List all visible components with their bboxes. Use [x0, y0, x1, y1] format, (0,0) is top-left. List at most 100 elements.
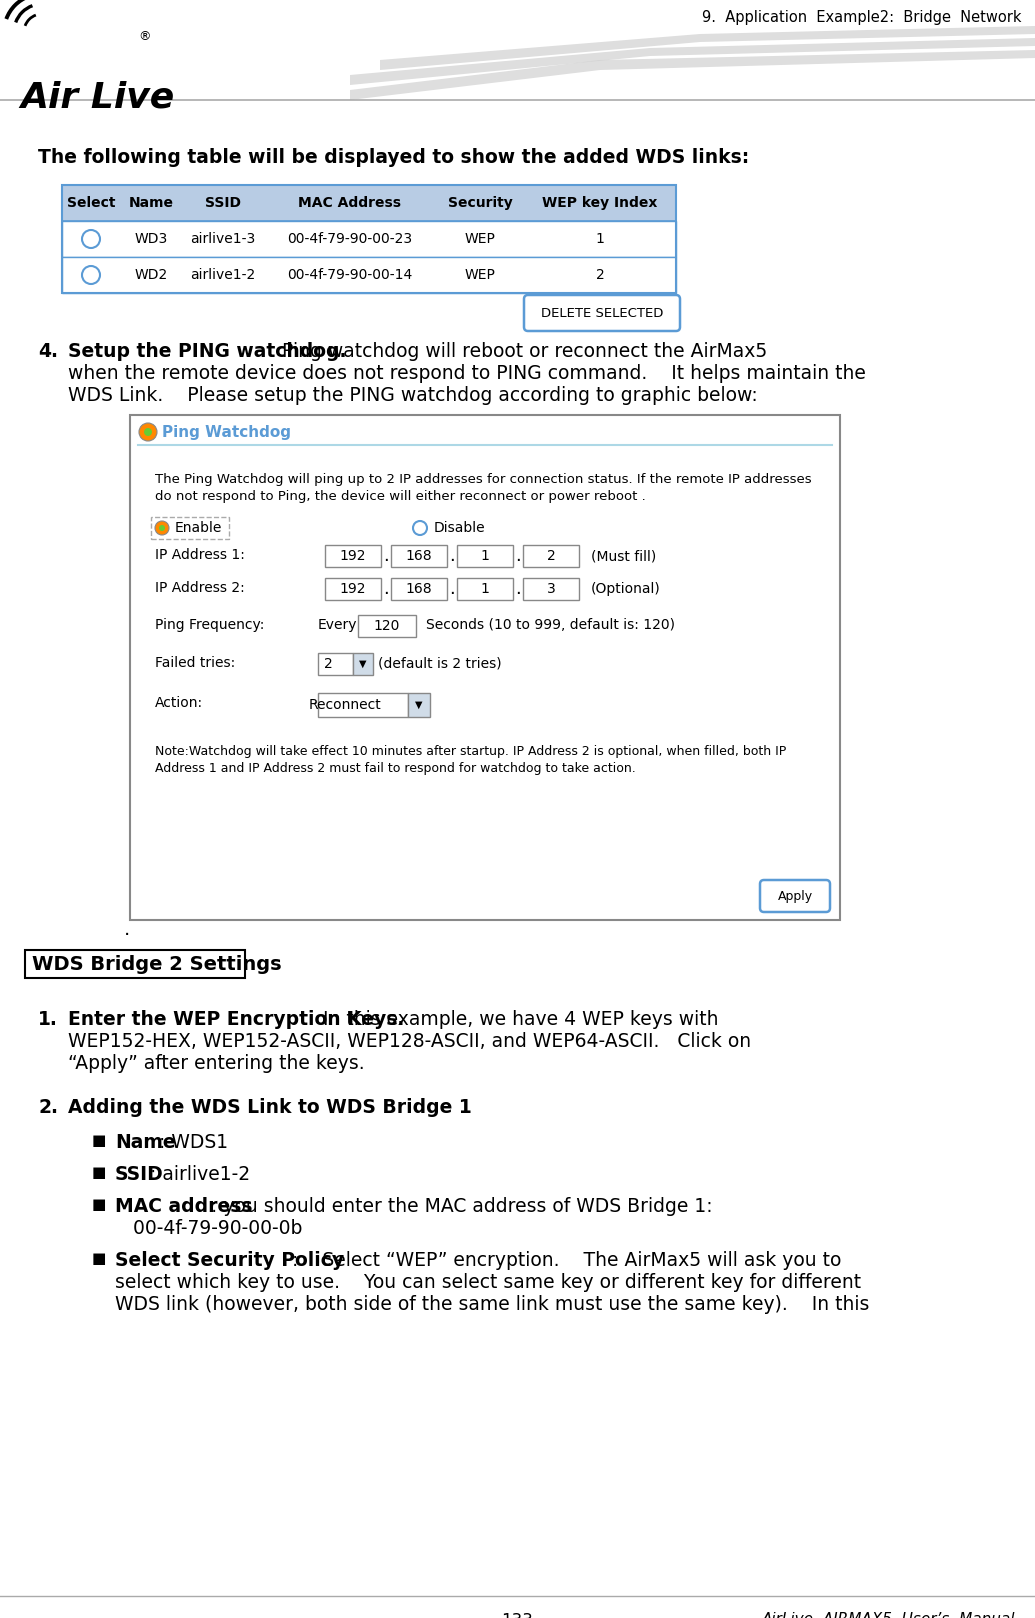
FancyBboxPatch shape [523, 578, 579, 600]
Text: ▼: ▼ [359, 659, 366, 668]
Text: The Ping Watchdog will ping up to 2 IP addresses for connection status. If the r: The Ping Watchdog will ping up to 2 IP a… [155, 472, 811, 485]
Polygon shape [350, 50, 1035, 100]
Text: 168: 168 [406, 582, 433, 595]
Text: 9.  Application  Example2:  Bridge  Network: 9. Application Example2: Bridge Network [703, 10, 1022, 24]
Circle shape [144, 429, 152, 435]
Text: DELETE SELECTED: DELETE SELECTED [541, 306, 663, 319]
Circle shape [155, 521, 169, 536]
FancyBboxPatch shape [318, 693, 408, 717]
Circle shape [413, 521, 427, 536]
Text: Enable: Enable [175, 521, 223, 536]
Text: The following table will be displayed to show the added WDS links:: The following table will be displayed to… [38, 147, 749, 167]
Text: WDS link (however, both side of the same link must use the same key).    In this: WDS link (however, both side of the same… [115, 1294, 869, 1314]
Text: : WDS1: : WDS1 [159, 1133, 228, 1152]
Text: WEP: WEP [465, 269, 496, 282]
Text: Enter the WEP Encryption Keys.: Enter the WEP Encryption Keys. [68, 1010, 405, 1029]
Text: 120: 120 [374, 620, 401, 633]
FancyBboxPatch shape [358, 615, 416, 637]
Text: ▼: ▼ [415, 701, 422, 710]
Text: :    Select “WEP” encryption.    The AirMax5 will ask you to: : Select “WEP” encryption. The AirMax5 w… [292, 1251, 841, 1270]
Text: SSID: SSID [205, 196, 241, 210]
Text: (default is 2 tries): (default is 2 tries) [378, 655, 502, 670]
Text: : airlive1-2: : airlive1-2 [150, 1165, 250, 1184]
FancyBboxPatch shape [457, 578, 513, 600]
Text: airlive1-3: airlive1-3 [190, 231, 256, 246]
Text: when the remote device does not respond to PING command.    It helps maintain th: when the remote device does not respond … [68, 364, 866, 383]
Text: Note:Watchdog will take effect 10 minutes after startup. IP Address 2 is optiona: Note:Watchdog will take effect 10 minute… [155, 744, 787, 757]
Text: WDS Bridge 2 Settings: WDS Bridge 2 Settings [32, 955, 282, 974]
Text: 2: 2 [595, 269, 604, 282]
FancyBboxPatch shape [523, 545, 579, 566]
Circle shape [139, 422, 157, 442]
Text: 1: 1 [480, 582, 490, 595]
Text: Failed tries:: Failed tries: [155, 655, 235, 670]
FancyBboxPatch shape [325, 578, 381, 600]
Text: : you should enter the MAC address of WDS Bridge 1:: : you should enter the MAC address of WD… [211, 1197, 713, 1217]
Text: 2: 2 [546, 549, 556, 563]
FancyBboxPatch shape [62, 257, 676, 293]
Text: MAC Address: MAC Address [298, 196, 402, 210]
Text: .: . [449, 579, 454, 599]
Text: Reconnect: Reconnect [308, 697, 381, 712]
Polygon shape [380, 26, 1035, 70]
Text: (Must fill): (Must fill) [591, 549, 656, 563]
Text: Ping Watchdog: Ping Watchdog [162, 424, 291, 440]
FancyBboxPatch shape [391, 578, 447, 600]
Text: .: . [515, 547, 521, 565]
Text: WD2: WD2 [135, 269, 168, 282]
Text: .: . [449, 547, 454, 565]
Text: Name: Name [115, 1133, 176, 1152]
Text: Ping watchdog will reboot or reconnect the AirMax5: Ping watchdog will reboot or reconnect t… [264, 341, 767, 361]
Text: .: . [124, 921, 130, 938]
Text: “Apply” after entering the keys.: “Apply” after entering the keys. [68, 1053, 364, 1073]
FancyBboxPatch shape [130, 414, 840, 921]
Text: do not respond to Ping, the device will either reconnect or power reboot .: do not respond to Ping, the device will … [155, 490, 646, 503]
Text: AirLive  AIRMAX5  User’s  Manual: AirLive AIRMAX5 User’s Manual [762, 1612, 1015, 1618]
Text: 1: 1 [480, 549, 490, 563]
Text: ®: ® [138, 31, 150, 44]
Text: 4.: 4. [38, 341, 58, 361]
Text: 2.: 2. [38, 1099, 58, 1116]
Text: select which key to use.    You can select same key or different key for differe: select which key to use. You can select … [115, 1273, 861, 1293]
Text: Ping Frequency:: Ping Frequency: [155, 618, 264, 633]
Text: IP Address 2:: IP Address 2: [155, 581, 244, 595]
Text: Apply: Apply [777, 890, 812, 903]
Text: ■: ■ [92, 1197, 107, 1212]
FancyBboxPatch shape [760, 880, 830, 913]
Text: 00-4f-79-90-00-0b: 00-4f-79-90-00-0b [115, 1218, 302, 1238]
Text: WEP: WEP [465, 231, 496, 246]
FancyBboxPatch shape [353, 654, 373, 675]
Text: 00-4f-79-90-00-14: 00-4f-79-90-00-14 [288, 269, 413, 282]
Text: IP Address 1:: IP Address 1: [155, 549, 245, 561]
Text: WEP152-HEX, WEP152-ASCII, WEP128-ASCII, and WEP64-ASCII.   Click on: WEP152-HEX, WEP152-ASCII, WEP128-ASCII, … [68, 1032, 751, 1052]
Text: ■: ■ [92, 1133, 107, 1149]
Text: airlive1-2: airlive1-2 [190, 269, 256, 282]
Text: Air Live: Air Live [20, 79, 174, 113]
Text: Select Security Policy: Select Security Policy [115, 1251, 344, 1270]
FancyBboxPatch shape [408, 693, 430, 717]
FancyBboxPatch shape [318, 654, 353, 675]
Text: SSID: SSID [115, 1165, 164, 1184]
Text: 00-4f-79-90-00-23: 00-4f-79-90-00-23 [288, 231, 413, 246]
Text: WEP key Index: WEP key Index [542, 196, 657, 210]
Text: ■: ■ [92, 1251, 107, 1265]
Text: 1.: 1. [38, 1010, 58, 1029]
Text: 168: 168 [406, 549, 433, 563]
FancyBboxPatch shape [391, 545, 447, 566]
Text: 2: 2 [324, 657, 332, 671]
Text: Every: Every [318, 618, 357, 633]
Text: Setup the PING watchdog.: Setup the PING watchdog. [68, 341, 347, 361]
Polygon shape [350, 37, 1035, 86]
Text: 133: 133 [502, 1612, 533, 1618]
Text: Seconds (10 to 999, default is: 120): Seconds (10 to 999, default is: 120) [426, 618, 675, 633]
Text: Select: Select [66, 196, 115, 210]
Text: .: . [383, 579, 389, 599]
Text: 192: 192 [339, 582, 366, 595]
Text: MAC address: MAC address [115, 1197, 253, 1217]
Text: In this example, we have 4 WEP keys with: In this example, we have 4 WEP keys with [305, 1010, 718, 1029]
FancyBboxPatch shape [524, 294, 680, 332]
Text: 3: 3 [546, 582, 556, 595]
Text: Action:: Action: [155, 696, 203, 710]
FancyBboxPatch shape [62, 184, 676, 222]
Text: 192: 192 [339, 549, 366, 563]
